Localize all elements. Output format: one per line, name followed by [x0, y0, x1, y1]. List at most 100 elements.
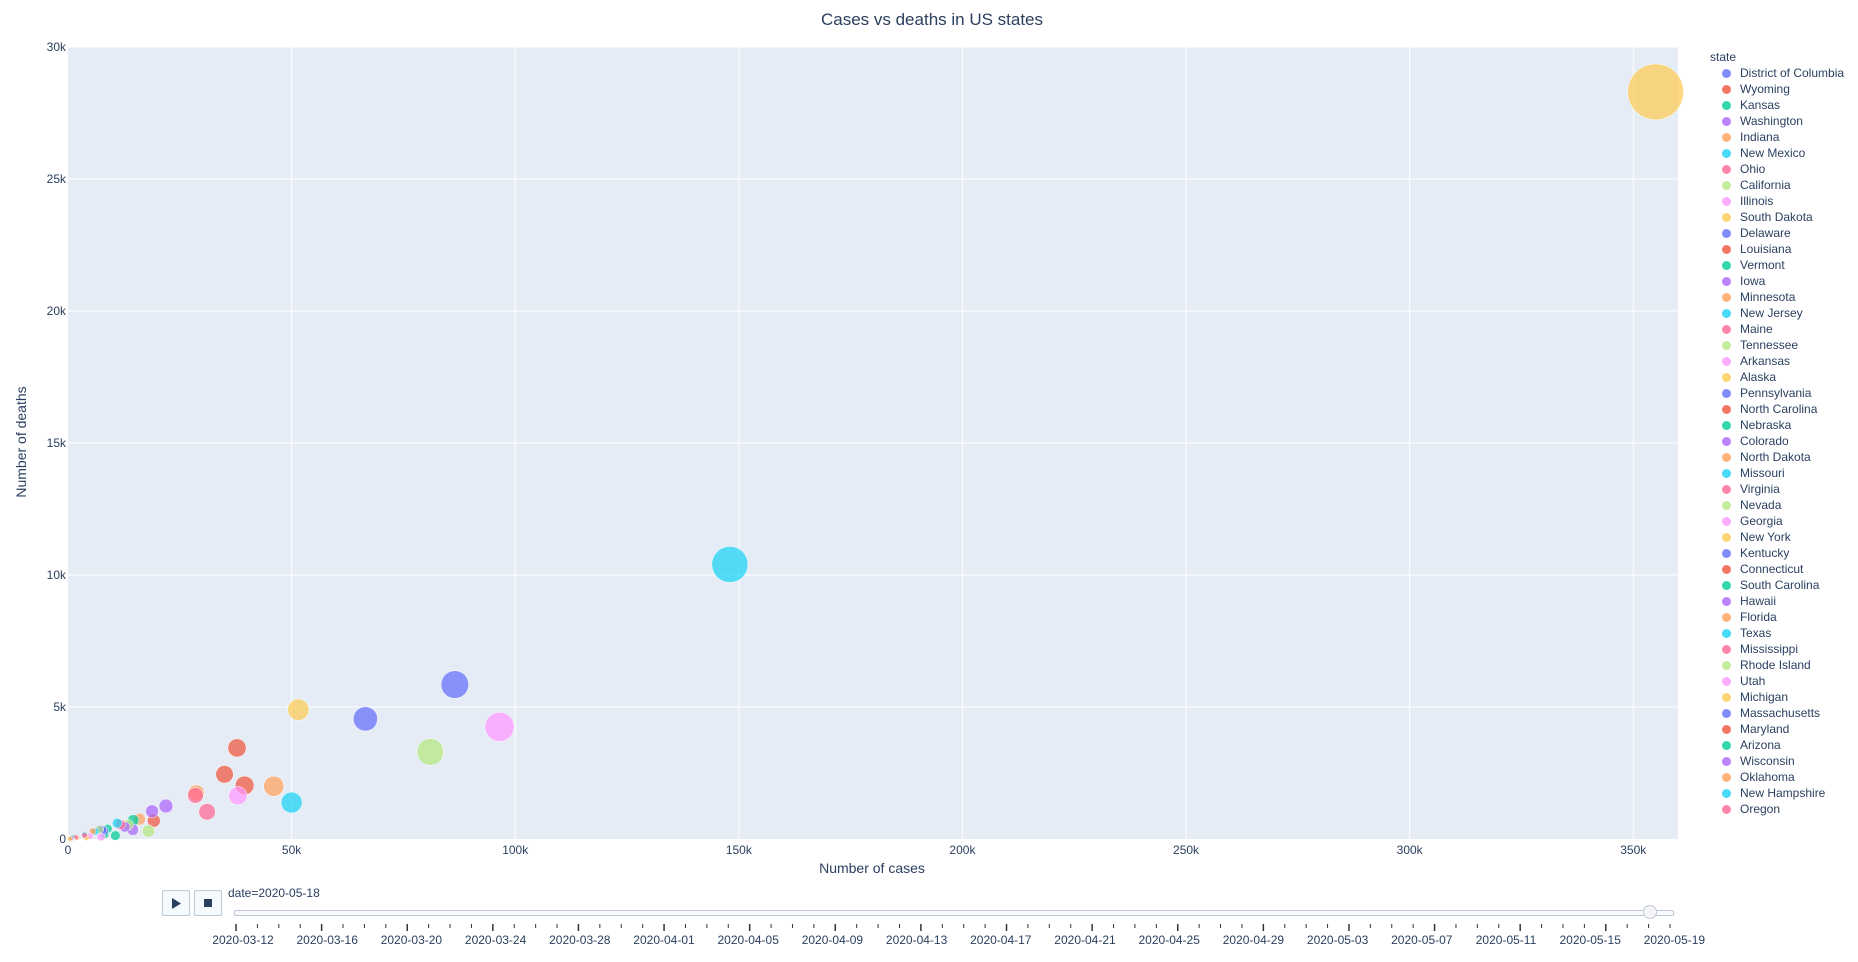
data-point-ohio[interactable]: [187, 787, 204, 804]
legend-item[interactable]: New Jersey: [1710, 305, 1844, 321]
legend-item[interactable]: North Dakota: [1710, 449, 1844, 465]
legend-item[interactable]: Iowa: [1710, 273, 1844, 289]
data-point-colorado[interactable]: [158, 798, 174, 814]
legend-item[interactable]: Ohio: [1710, 161, 1844, 177]
x-tick-label: 200k: [949, 843, 976, 857]
data-point-louisiana[interactable]: [215, 765, 234, 784]
data-point-washington[interactable]: [145, 804, 159, 818]
legend-item[interactable]: Massachusetts: [1710, 705, 1844, 721]
legend-item[interactable]: Alaska: [1710, 369, 1844, 385]
data-point-connecticut[interactable]: [227, 738, 247, 758]
legend-item[interactable]: South Carolina: [1710, 577, 1844, 593]
legend-item[interactable]: Michigan: [1710, 689, 1844, 705]
x-tick-label: 0: [65, 843, 72, 857]
legend-item[interactable]: Kentucky: [1710, 545, 1844, 561]
data-point-virginia[interactable]: [198, 803, 216, 821]
legend-item[interactable]: Illinois: [1710, 193, 1844, 209]
legend-marker: [1722, 660, 1731, 670]
slider-tick-label: 2020-03-16: [297, 933, 359, 947]
legend-item[interactable]: Tennessee: [1710, 337, 1844, 353]
legend-item[interactable]: Wyoming: [1710, 81, 1844, 97]
legend-item[interactable]: Georgia: [1710, 513, 1844, 529]
legend-item[interactable]: Arkansas: [1710, 353, 1844, 369]
legend-marker: [1722, 308, 1731, 318]
data-point-tennessee[interactable]: [141, 824, 156, 838]
stop-button[interactable]: [194, 890, 222, 916]
legend-item[interactable]: Vermont: [1710, 257, 1844, 273]
x-tick-label: 300k: [1397, 843, 1424, 857]
legend-item[interactable]: Rhode Island: [1710, 657, 1844, 673]
data-point-texas[interactable]: [280, 791, 303, 814]
animation-controls: [162, 890, 222, 916]
legend-item[interactable]: New Hampshire: [1710, 785, 1844, 801]
legend-item[interactable]: New Mexico: [1710, 145, 1844, 161]
slider-tick-label: 2020-03-12: [212, 933, 274, 947]
legend-item[interactable]: District of Columbia: [1710, 65, 1844, 81]
legend-item[interactable]: Utah: [1710, 673, 1844, 689]
legend-item[interactable]: Florida: [1710, 609, 1844, 625]
legend-item[interactable]: Colorado: [1710, 433, 1844, 449]
data-point-new-jersey[interactable]: [711, 546, 749, 583]
legend-item[interactable]: New York: [1710, 529, 1844, 545]
legend-item[interactable]: Texas: [1710, 625, 1844, 641]
legend-item[interactable]: Washington: [1710, 113, 1844, 129]
legend-item[interactable]: Maryland: [1710, 721, 1844, 737]
legend-item[interactable]: Missouri: [1710, 465, 1844, 481]
legend-item[interactable]: Hawaii: [1710, 593, 1844, 609]
legend-item[interactable]: Oregon: [1710, 801, 1844, 817]
legend-label: Nevada: [1740, 498, 1782, 512]
legend-marker: [1722, 532, 1731, 542]
legend-item[interactable]: Arizona: [1710, 737, 1844, 753]
legend-marker: [1722, 292, 1731, 302]
data-point-missouri[interactable]: [112, 817, 123, 829]
slider-tick-label: 2020-03-24: [465, 933, 527, 947]
legend-item[interactable]: Mississippi: [1710, 641, 1844, 657]
data-point-alaska[interactable]: [67, 835, 73, 842]
legend-item[interactable]: Kansas: [1710, 97, 1844, 113]
data-point-georgia[interactable]: [228, 786, 248, 806]
x-axis-ticks: 0 50k 100k 150k 200k 250k 300k 350k: [65, 843, 1648, 857]
legend-item[interactable]: Indiana: [1710, 129, 1844, 145]
legend-label: Illinois: [1740, 194, 1774, 208]
y-tick-label: 20k: [47, 304, 67, 318]
slider-tick-label: 2020-04-29: [1223, 933, 1285, 947]
legend-item[interactable]: Oklahoma: [1710, 769, 1844, 785]
legend-label: South Carolina: [1740, 578, 1820, 592]
data-point-new-york[interactable]: [1627, 63, 1684, 121]
legend-item[interactable]: Delaware: [1710, 225, 1844, 241]
data-point-oregon[interactable]: [81, 832, 88, 839]
legend-marker: [1722, 404, 1731, 414]
data-point-pennsylvania[interactable]: [353, 706, 378, 732]
slider-tick-label: 2020-04-17: [970, 933, 1032, 947]
legend-item[interactable]: Maine: [1710, 321, 1844, 337]
data-point-nebraska[interactable]: [110, 830, 121, 841]
legend-marker: [1722, 452, 1731, 462]
legend-item[interactable]: Connecticut: [1710, 561, 1844, 577]
legend-item[interactable]: North Carolina: [1710, 401, 1844, 417]
grid-lines: [68, 46, 1678, 839]
legend-item[interactable]: California: [1710, 177, 1844, 193]
legend-label: Georgia: [1740, 514, 1783, 528]
legend-item[interactable]: Louisiana: [1710, 241, 1844, 257]
legend-marker: [1722, 708, 1731, 718]
legend-item[interactable]: Nebraska: [1710, 417, 1844, 433]
legend-label: California: [1740, 178, 1791, 192]
data-point-illinois[interactable]: [484, 711, 515, 742]
play-button[interactable]: [162, 890, 190, 916]
legend-item[interactable]: Wisconsin: [1710, 753, 1844, 769]
data-points: [67, 63, 1684, 842]
legend-item[interactable]: Nevada: [1710, 497, 1844, 513]
data-point-michigan[interactable]: [287, 698, 310, 721]
date-slider-rail[interactable]: [234, 910, 1674, 916]
data-point-california[interactable]: [416, 738, 444, 766]
slider-current-value: date=2020-05-18: [228, 886, 320, 900]
legend-item[interactable]: Virginia: [1710, 481, 1844, 497]
data-point-florida[interactable]: [263, 775, 285, 797]
date-slider-handle[interactable]: [1642, 905, 1657, 919]
legend-item[interactable]: South Dakota: [1710, 209, 1844, 225]
legend-item[interactable]: Minnesota: [1710, 289, 1844, 305]
data-point-massachusetts[interactable]: [440, 670, 469, 699]
legend-marker: [1722, 356, 1731, 366]
slider-tick-label: 2020-05-11: [1476, 933, 1537, 947]
legend-item[interactable]: Pennsylvania: [1710, 385, 1844, 401]
